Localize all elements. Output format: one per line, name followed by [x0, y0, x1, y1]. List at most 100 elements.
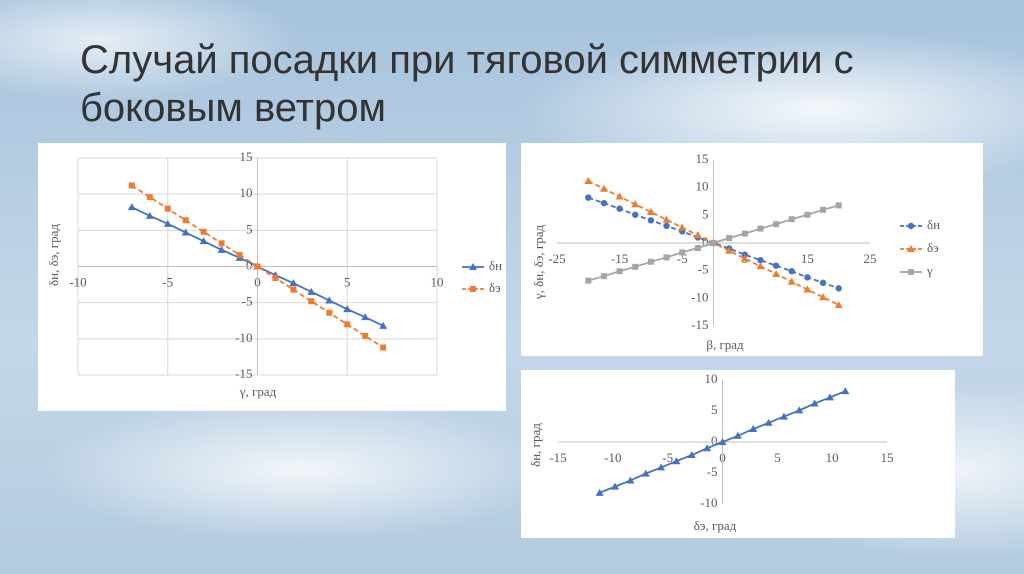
legend-label: δн	[927, 217, 940, 232]
x-tick-label: -15	[549, 450, 566, 465]
data-point	[718, 438, 727, 445]
x-tick-label: 15	[801, 251, 814, 266]
data-point	[764, 418, 773, 426]
x-tick-label: 5	[344, 274, 351, 289]
data-point	[693, 231, 702, 239]
data-point	[804, 211, 811, 218]
data-point	[308, 298, 315, 305]
legend-label: δэ	[927, 240, 939, 255]
data-point	[772, 262, 780, 269]
data-point	[584, 177, 593, 185]
data-point	[600, 199, 608, 207]
data-point	[749, 424, 758, 432]
data-point	[585, 194, 592, 201]
chart-panel	[38, 143, 506, 411]
data-point	[615, 192, 624, 200]
data-point	[272, 275, 279, 282]
x-axis-title: β, град	[706, 337, 744, 352]
y-tick-label: -15	[691, 317, 708, 332]
data-point	[710, 240, 717, 246]
data-point	[343, 305, 352, 313]
data-point	[616, 205, 623, 212]
data-point	[380, 344, 387, 351]
data-point	[657, 463, 666, 471]
y-axis-title: δн, δэ, град	[46, 224, 61, 286]
x-tick-label: 25	[864, 251, 877, 266]
y-tick-label: 5	[711, 402, 718, 417]
data-point	[163, 219, 172, 227]
data-point	[803, 285, 812, 293]
data-point	[611, 482, 620, 490]
data-point	[772, 269, 781, 277]
data-point	[379, 321, 388, 329]
data-point	[326, 309, 333, 316]
x-tick-label: -10	[69, 274, 86, 289]
data-point	[647, 217, 655, 224]
x-tick-label: 15	[881, 450, 894, 465]
legend-label: δн	[489, 258, 502, 273]
legend-marker	[470, 286, 476, 292]
data-point	[127, 203, 136, 211]
data-point	[835, 202, 842, 209]
data-point	[726, 235, 733, 242]
data-point	[181, 228, 190, 236]
data-point	[217, 245, 226, 253]
data-point	[795, 406, 804, 414]
data-point	[740, 254, 749, 262]
x-tick-label: -10	[604, 450, 621, 465]
x-tick-label: 10	[826, 450, 839, 465]
data-point	[632, 211, 639, 218]
data-point	[663, 254, 670, 261]
x-axis-title: γ, град	[239, 384, 277, 399]
data-point	[835, 285, 842, 292]
data-point	[362, 332, 369, 339]
x-tick-label: -5	[662, 450, 673, 465]
x-tick-label: 5	[774, 450, 781, 465]
data-point	[757, 256, 764, 264]
data-point	[290, 286, 297, 293]
data-point	[678, 223, 687, 231]
y-tick-label: 0	[246, 257, 253, 272]
data-point	[725, 246, 734, 254]
x-tick-label: -5	[677, 251, 688, 266]
data-point	[672, 457, 681, 465]
data-point	[254, 263, 261, 270]
y-tick-label: 5	[702, 206, 709, 221]
y-tick-label: 0	[702, 234, 709, 249]
data-point	[810, 399, 819, 407]
data-point	[733, 431, 742, 439]
data-point	[820, 206, 827, 213]
legend-marker	[907, 245, 915, 252]
data-point	[289, 279, 298, 287]
y-tick-label: -5	[242, 294, 253, 309]
y-tick-label: 15	[240, 149, 253, 164]
data-point	[585, 277, 592, 284]
data-point	[599, 184, 608, 192]
data-point	[325, 296, 334, 304]
data-point	[128, 182, 135, 189]
data-point	[788, 268, 795, 275]
data-point	[694, 244, 701, 251]
data-point	[663, 222, 670, 230]
y-tick-label: -15	[235, 366, 252, 381]
y-tick-label: -5	[698, 262, 709, 277]
data-point	[819, 279, 827, 287]
legend-marker	[469, 263, 477, 270]
series-line	[131, 184, 384, 349]
data-point	[841, 387, 850, 395]
data-point	[626, 476, 635, 484]
y-tick-label: 0	[711, 433, 718, 448]
y-tick-label: 10	[705, 371, 718, 386]
data-point	[757, 225, 764, 232]
data-point	[834, 300, 843, 308]
data-point	[218, 240, 225, 247]
data-point	[164, 205, 171, 212]
data-point	[600, 273, 607, 280]
data-point	[779, 412, 788, 420]
y-axis-title: γ, δн, δэ, град	[531, 224, 546, 300]
data-point	[787, 277, 796, 285]
data-point	[595, 488, 604, 496]
data-point	[646, 208, 655, 216]
